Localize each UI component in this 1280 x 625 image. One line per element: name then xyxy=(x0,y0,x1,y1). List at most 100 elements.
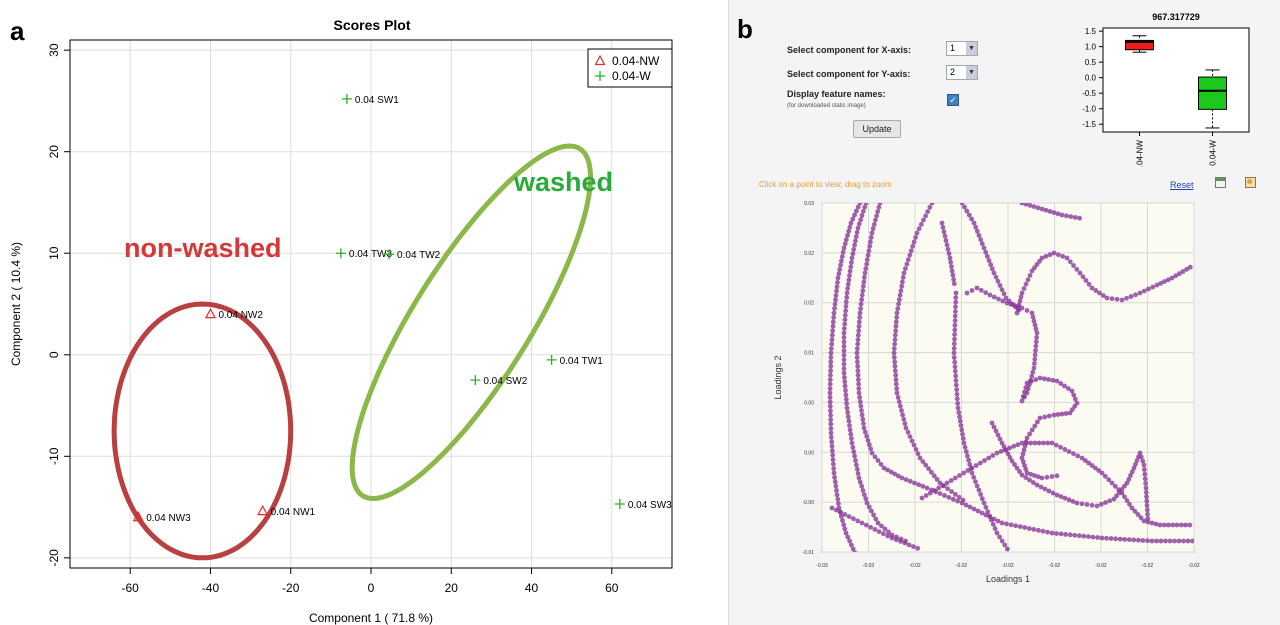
loading-point xyxy=(1035,419,1040,425)
loading-point xyxy=(830,319,836,325)
display-names-checkbox[interactable]: ✓ xyxy=(947,94,959,106)
loading-point xyxy=(919,495,925,501)
x-tick-label: -20 xyxy=(282,581,300,595)
loading-point xyxy=(894,315,900,320)
loading-point xyxy=(974,483,980,489)
loading-point xyxy=(1074,266,1080,272)
loading-point xyxy=(1138,454,1144,460)
loading-point xyxy=(989,420,995,426)
reset-link[interactable]: Reset xyxy=(1170,180,1194,190)
loading-point xyxy=(1129,469,1135,475)
loading-point xyxy=(951,281,957,287)
loading-point xyxy=(896,473,901,479)
loading-point xyxy=(993,274,999,280)
loading-point xyxy=(850,216,856,222)
loading-point xyxy=(860,416,866,422)
loading-point xyxy=(1093,288,1099,293)
loading-point xyxy=(927,490,933,496)
loading-point xyxy=(911,442,917,448)
loading-point xyxy=(850,251,856,257)
update-button[interactable]: Update xyxy=(853,120,901,138)
loading-point xyxy=(946,251,952,256)
loading-point xyxy=(828,421,834,427)
loading-point xyxy=(859,408,864,413)
loading-point xyxy=(852,242,857,248)
loading-point xyxy=(1036,440,1042,446)
x-axis-select[interactable]: 1 ▼ xyxy=(946,41,978,56)
loading-point xyxy=(957,414,962,420)
loading-point xyxy=(960,436,966,441)
loading-point xyxy=(866,442,872,448)
loading-point xyxy=(955,405,961,411)
loading-point xyxy=(1138,515,1144,521)
loading-point xyxy=(828,412,833,418)
loading-point xyxy=(892,359,898,365)
loading-point xyxy=(1016,307,1022,313)
loading-point xyxy=(847,538,852,544)
loading-point xyxy=(1154,282,1160,288)
loading-point xyxy=(957,473,962,478)
loading-point xyxy=(1049,530,1055,536)
loadings-y-tick-label: -0.00 xyxy=(803,500,815,506)
loading-point xyxy=(1067,532,1073,538)
chart-title: Scores Plot xyxy=(333,17,410,33)
loading-point xyxy=(1050,490,1056,496)
loading-point xyxy=(829,341,835,347)
loading-point xyxy=(920,459,926,464)
loading-point xyxy=(827,386,833,391)
loading-point xyxy=(1122,494,1127,500)
loading-point xyxy=(892,471,898,477)
loading-point xyxy=(1060,253,1066,259)
loading-point xyxy=(924,485,930,491)
loading-point xyxy=(950,496,956,502)
loading-point xyxy=(973,463,979,468)
table-icon[interactable] xyxy=(1215,177,1226,188)
loading-point xyxy=(1024,435,1030,441)
legend-label: 0.04-NW xyxy=(612,54,660,68)
loading-point xyxy=(828,359,834,365)
loading-point xyxy=(1141,462,1147,468)
y-tick-label: 10 xyxy=(47,246,61,260)
box-y-tick-label: 0.0 xyxy=(1085,74,1097,83)
x-axis-select-label: Select component for X-axis: xyxy=(787,45,912,55)
loading-point xyxy=(841,245,847,251)
loading-point xyxy=(855,204,861,210)
loading-point xyxy=(860,488,866,493)
display-names-note: (for downloaded static image) xyxy=(787,103,866,109)
loading-point xyxy=(1031,318,1037,324)
loading-point xyxy=(1034,482,1040,488)
loading-point xyxy=(974,228,980,234)
loading-point xyxy=(957,418,963,424)
loading-point xyxy=(923,213,928,219)
loading-point xyxy=(1055,412,1061,417)
loading-point xyxy=(857,310,863,316)
loading-point xyxy=(843,392,849,398)
loading-point xyxy=(990,453,996,458)
loading-point xyxy=(1089,463,1095,468)
loading-point xyxy=(842,317,848,323)
image-icon[interactable] xyxy=(1245,177,1256,188)
loading-point xyxy=(1029,373,1035,379)
loading-point xyxy=(1143,485,1149,491)
loading-point xyxy=(949,268,955,274)
loading-point xyxy=(929,469,934,475)
loading-point xyxy=(894,390,900,396)
loading-point xyxy=(829,439,835,445)
loading-point xyxy=(986,258,992,263)
x-tick-label: -60 xyxy=(122,581,140,595)
loading-point xyxy=(1045,529,1050,535)
loading-point xyxy=(869,230,875,236)
loading-point xyxy=(956,410,962,415)
loading-point xyxy=(856,328,862,334)
loading-point xyxy=(1142,467,1147,472)
loading-point xyxy=(853,234,859,239)
y-axis-select[interactable]: 2 ▼ xyxy=(946,65,978,80)
loading-point xyxy=(932,488,937,493)
loading-point xyxy=(942,493,947,498)
loading-point xyxy=(893,537,899,543)
loading-point xyxy=(984,253,990,259)
loading-point xyxy=(866,504,872,510)
loadings-points[interactable] xyxy=(827,201,1195,567)
x-axis-label: Component 1 ( 71.8 %) xyxy=(309,611,433,625)
loading-point xyxy=(896,399,902,405)
